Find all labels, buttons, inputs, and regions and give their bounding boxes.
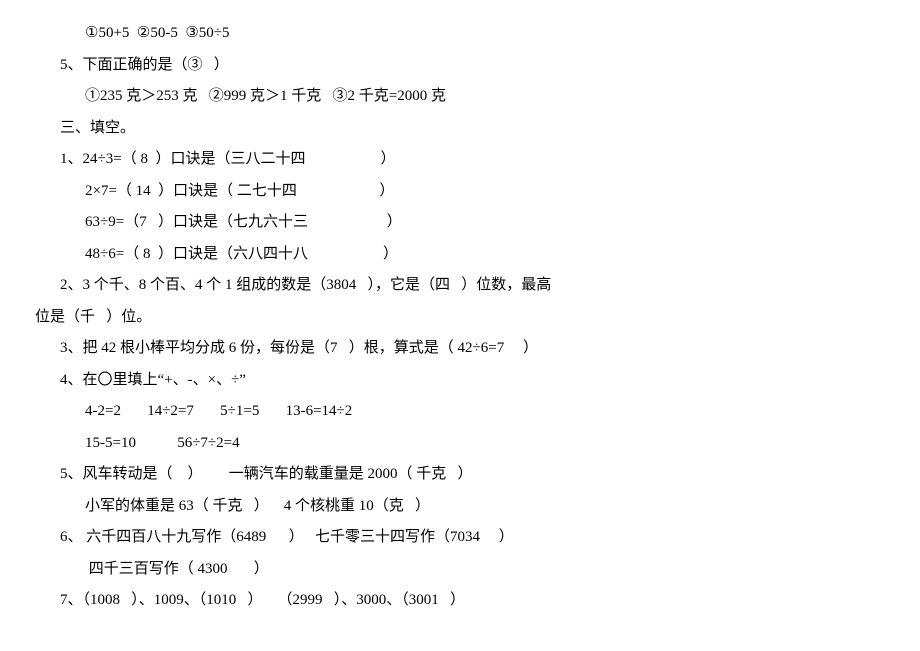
text-line: ①50+5 ②50-5 ③50÷5 [0,18,920,50]
text-line: 四千三百写作（ 4300 ） [0,554,920,586]
text-line: 5、下面正确的是（③ ） [0,50,920,82]
text-line: 2、3 个千、8 个百、4 个 1 组成的数是（3804 ），它是（四 ）位数，… [0,270,920,302]
text-line: 1、24÷3=（ 8 ）口诀是（三八二十四 ） [0,144,920,176]
text-line: 小军的体重是 63（ 千克 ） 4 个核桃重 10（克 ） [0,491,920,523]
text-line: 4-2=2 14÷2=7 5÷1=5 13-6=14÷2 [0,396,920,428]
text-line: 63÷9=（7 ）口诀是（七九六十三 ） [0,207,920,239]
text-line: 15-5=10 56÷7÷2=4 [0,428,920,460]
text-line: 4、在〇里填上“+、-、×、÷” [0,365,920,397]
text-line: 位是（千 ）位。 [0,302,920,334]
text-line: ①235 克＞253 克 ②999 克＞1 千克 ③2 千克=2000 克 [0,81,920,113]
text-line: 6、 六千四百八十九写作（6489 ） 七千零三十四写作（7034 ） [0,522,920,554]
text-line: 7、（1008 ）、1009、（1010 ） （2999 ）、3000、（300… [0,585,920,617]
text-line: 三、填空。 [0,113,920,145]
text-line: 2×7=（ 14 ）口诀是（ 二七十四 ） [0,176,920,208]
text-line: 5、风车转动是（ ） 一辆汽车的载重量是 2000（ 千克 ） [0,459,920,491]
document-page: ①50+5 ②50-5 ③50÷5 5、下面正确的是（③ ） ①235 克＞25… [0,0,920,651]
text-line: 3、把 42 根小棒平均分成 6 份，每份是（7 ）根，算式是（ 42÷6=7 … [0,333,920,365]
text-line: 48÷6=（ 8 ）口诀是（六八四十八 ） [0,239,920,271]
